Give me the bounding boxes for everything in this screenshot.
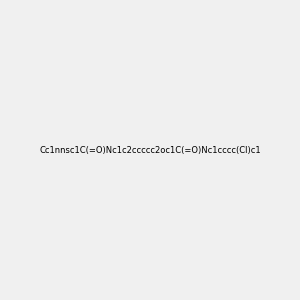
Text: Cc1nnsc1C(=O)Nc1c2ccccc2oc1C(=O)Nc1cccc(Cl)c1: Cc1nnsc1C(=O)Nc1c2ccccc2oc1C(=O)Nc1cccc(… bbox=[39, 146, 261, 154]
